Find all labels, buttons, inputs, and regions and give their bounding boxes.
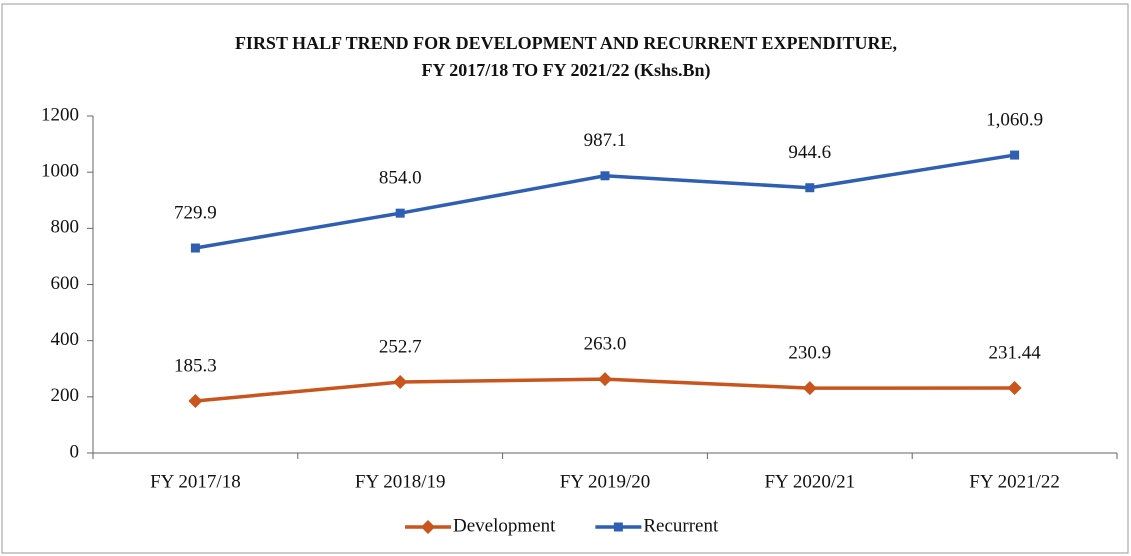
point <box>188 393 203 408</box>
y-tick-label: 1200 <box>41 104 79 125</box>
x-tick-label: FY 2019/20 <box>560 471 651 492</box>
legend-label: Development <box>453 515 556 536</box>
data-label: 185.3 <box>174 355 217 376</box>
y-tick-label: 1000 <box>41 161 79 182</box>
point <box>600 171 610 181</box>
x-tick-label: FY 2021/22 <box>969 471 1060 492</box>
point <box>1007 381 1022 396</box>
x-tick-label: FY 2018/19 <box>355 471 446 492</box>
point <box>190 243 200 253</box>
series-line <box>195 153 1015 250</box>
data-label: 231.44 <box>988 342 1041 363</box>
y-tick-label: 400 <box>51 329 80 350</box>
y-tick-label: 0 <box>70 441 80 462</box>
point <box>805 183 815 193</box>
y-tick-label: 600 <box>51 273 80 294</box>
point <box>421 520 435 534</box>
data-label: 729.9 <box>174 202 217 223</box>
data-label: 1,060.9 <box>986 109 1043 130</box>
x-tick-label: FY 2017/18 <box>150 471 241 492</box>
data-label: 944.6 <box>788 142 831 163</box>
data-label: 854.0 <box>379 168 422 189</box>
point <box>802 381 817 396</box>
data-label: 230.9 <box>788 343 831 364</box>
legend-label: Recurrent <box>643 515 719 536</box>
data-label: 252.7 <box>379 336 422 357</box>
y-tick-label: 200 <box>51 385 80 406</box>
point <box>598 372 612 387</box>
data-label: 263.0 <box>584 334 627 355</box>
chart-title: FIRST HALF TREND FOR DEVELOPMENT AND REC… <box>235 33 897 53</box>
point <box>613 522 623 532</box>
point <box>1010 150 1020 160</box>
y-tick-label: 800 <box>51 217 80 238</box>
data-label: 987.1 <box>584 130 627 151</box>
point <box>393 375 408 390</box>
point <box>395 208 405 218</box>
chart-title: FY 2017/18 TO FY 2021/22 (Kshs.Bn) <box>421 60 710 81</box>
x-tick-label: FY 2020/21 <box>764 471 855 492</box>
chart-frame <box>1 3 1129 554</box>
